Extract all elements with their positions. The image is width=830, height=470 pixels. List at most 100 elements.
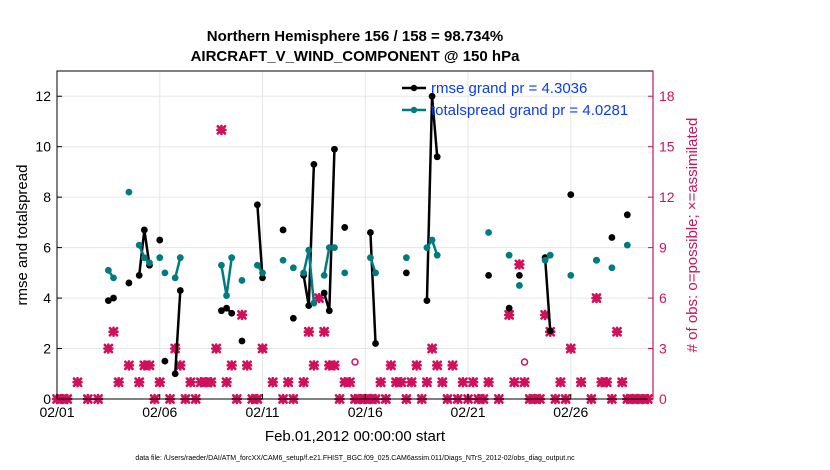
- obs-assimilated-marker: [616, 376, 628, 388]
- rmse-point: [320, 289, 328, 297]
- obs-count-markers: [51, 124, 654, 405]
- obs-assimilated-marker: [123, 360, 135, 371]
- totalspread-point: [223, 292, 230, 299]
- totalspread-point: [310, 299, 318, 307]
- rmse-point: [331, 145, 338, 153]
- obs-assimilated-marker: [329, 360, 340, 371]
- obs-assimilated-marker: [154, 376, 166, 388]
- totalspread-point: [593, 256, 600, 264]
- legend: rmse grand pr = 4.3036 totalspread grand…: [402, 80, 628, 119]
- obs-assimilated-marker: [282, 376, 294, 388]
- obs-assimilated-marker: [133, 376, 145, 388]
- rmse-point: [516, 271, 523, 279]
- obs-assimilated-marker: [313, 292, 325, 304]
- obs-assimilated-marker: [236, 309, 248, 321]
- rmse-point: [433, 153, 441, 161]
- totalspread-point: [623, 241, 631, 249]
- obs-assimilated-marker: [375, 376, 386, 388]
- rmse-point: [423, 297, 431, 304]
- rmse-point: [341, 224, 349, 231]
- rmse-line-segment: [137, 228, 151, 276]
- y-axis-label: rmse and totalspread: [14, 165, 31, 306]
- rmse-point: [623, 211, 631, 219]
- rmse-line-segment: [256, 204, 264, 278]
- obs-assimilated-marker: [108, 326, 119, 337]
- totalspread-point: [238, 277, 246, 284]
- obs-assimilated-marker: [467, 376, 479, 388]
- totalspread-point: [279, 256, 287, 264]
- rmse-point: [176, 287, 184, 294]
- obs-assimilated-marker: [344, 376, 356, 388]
- y-tick-label: 6: [43, 240, 51, 256]
- obs-assimilated-marker: [447, 360, 458, 371]
- rmse-point: [289, 314, 297, 322]
- totalspread-point: [305, 246, 313, 254]
- obs-assimilated-marker: [395, 376, 407, 388]
- obs-assimilated-marker: [308, 360, 320, 371]
- rmse-point: [156, 236, 164, 244]
- totalspread-point: [505, 251, 513, 259]
- totalspread-point: [433, 251, 441, 259]
- obs-assimilated-marker: [385, 360, 397, 371]
- rmse-point: [228, 309, 236, 317]
- rmse-point: [428, 92, 436, 100]
- y-tick-label: 8: [43, 189, 51, 205]
- y-right-tick-label: 15: [659, 139, 675, 155]
- totalspread-point: [341, 269, 349, 277]
- x-tick-label: 02/21: [451, 404, 486, 420]
- chart-subtitle: AIRCRAFT_V_WIND_COMPONENT @ 150 hPa: [191, 48, 521, 65]
- legend-rmse-label: rmse grand pr = 4.3036: [431, 80, 587, 97]
- y-axis-right-ticks: 0 3 6 9 12 15 18: [648, 71, 675, 407]
- rmse-point: [259, 274, 266, 282]
- totalspread-point: [146, 259, 153, 267]
- x-tick-label: 02/01: [39, 404, 74, 420]
- rmse-point: [546, 327, 554, 335]
- obs-assimilated-marker: [169, 343, 181, 354]
- rmse-point: [218, 307, 225, 315]
- y-axis-right-label: # of obs: o=possible; ×=assimilated: [684, 118, 701, 353]
- rmse-point: [325, 307, 333, 315]
- rmse-point: [125, 279, 133, 287]
- obs-assimilated-marker: [298, 376, 309, 388]
- rmse-line-segment: [369, 232, 377, 344]
- obs-assimilated-marker: [565, 343, 577, 354]
- y-right-tick-label: 12: [659, 189, 675, 205]
- totalspread-point: [423, 244, 431, 252]
- totalspread-line-segment: [173, 257, 182, 279]
- x-tick-label: 02/26: [553, 404, 588, 420]
- y-tick-label: 12: [35, 88, 51, 104]
- obs-assimilated-marker: [503, 309, 515, 321]
- obs-assimilated-marker: [611, 326, 623, 337]
- x-tick-label: 02/11: [246, 404, 280, 420]
- totalspread-point: [300, 269, 308, 277]
- chart-title: Northern Hemisphere 156 / 158 = 98.734%: [207, 28, 503, 45]
- rmse-point: [372, 340, 379, 347]
- totalspread-point: [567, 271, 575, 279]
- totalspread-point: [171, 274, 179, 282]
- obs-assimilated-marker: [216, 124, 227, 136]
- totalspread-point: [402, 254, 410, 262]
- x-axis-label: Feb.01,2012 00:00:00 start: [265, 428, 446, 445]
- rmse-line-segment: [425, 94, 439, 301]
- rmse-point: [367, 229, 374, 236]
- totalspread-point: [135, 241, 143, 249]
- obs-assimilated-marker: [185, 376, 196, 388]
- rmse-point: [279, 226, 287, 234]
- legend-rmse-marker: [410, 84, 418, 92]
- y-right-tick-label: 9: [659, 240, 667, 256]
- rmse-point: [402, 269, 410, 277]
- totalspread-point: [289, 264, 297, 272]
- y-right-tick-label: 6: [659, 290, 667, 306]
- y-right-tick-label: 3: [659, 341, 667, 357]
- rmse-point: [110, 294, 117, 302]
- rmse-point: [505, 304, 513, 312]
- obs-assimilated-marker: [509, 376, 520, 388]
- obs-assimilated-marker: [411, 360, 422, 371]
- totalspread-point: [161, 269, 169, 277]
- legend-spread-label: totalspread grand pr = 4.0281: [431, 102, 628, 119]
- rmse-point: [161, 357, 169, 365]
- totalspread-point: [110, 274, 117, 282]
- totalspread-point: [372, 269, 379, 277]
- obs-assimilated-marker: [539, 309, 551, 321]
- legend-spread-marker: [410, 106, 418, 114]
